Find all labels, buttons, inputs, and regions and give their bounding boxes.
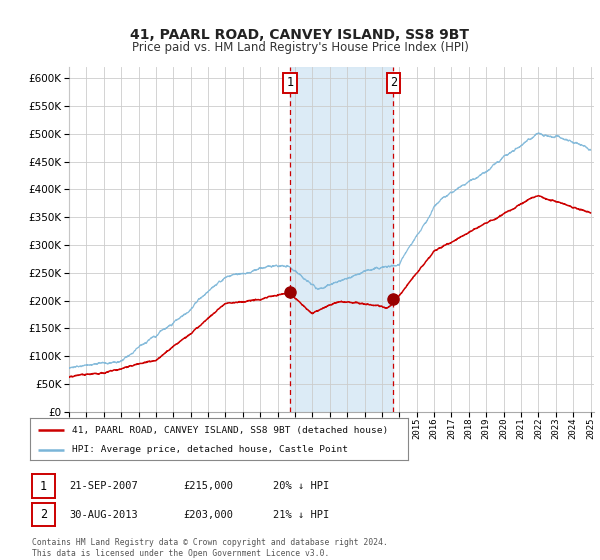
Text: 21-SEP-2007: 21-SEP-2007 [69,481,138,491]
Text: HPI: Average price, detached house, Castle Point: HPI: Average price, detached house, Cast… [71,445,347,454]
Text: Price paid vs. HM Land Registry's House Price Index (HPI): Price paid vs. HM Land Registry's House … [131,41,469,54]
Text: Contains HM Land Registry data © Crown copyright and database right 2024.
This d: Contains HM Land Registry data © Crown c… [32,538,388,558]
Text: 2: 2 [390,76,397,89]
Text: 30-AUG-2013: 30-AUG-2013 [69,510,138,520]
Text: 41, PAARL ROAD, CANVEY ISLAND, SS8 9BT: 41, PAARL ROAD, CANVEY ISLAND, SS8 9BT [131,28,470,42]
Text: 41, PAARL ROAD, CANVEY ISLAND, SS8 9BT (detached house): 41, PAARL ROAD, CANVEY ISLAND, SS8 9BT (… [71,426,388,435]
Text: 21% ↓ HPI: 21% ↓ HPI [273,510,329,520]
Text: £203,000: £203,000 [183,510,233,520]
Text: 1: 1 [40,479,47,493]
Text: 20% ↓ HPI: 20% ↓ HPI [273,481,329,491]
Bar [290,67,394,412]
Text: 2: 2 [40,508,47,521]
Text: 1: 1 [287,76,293,89]
Text: £215,000: £215,000 [183,481,233,491]
